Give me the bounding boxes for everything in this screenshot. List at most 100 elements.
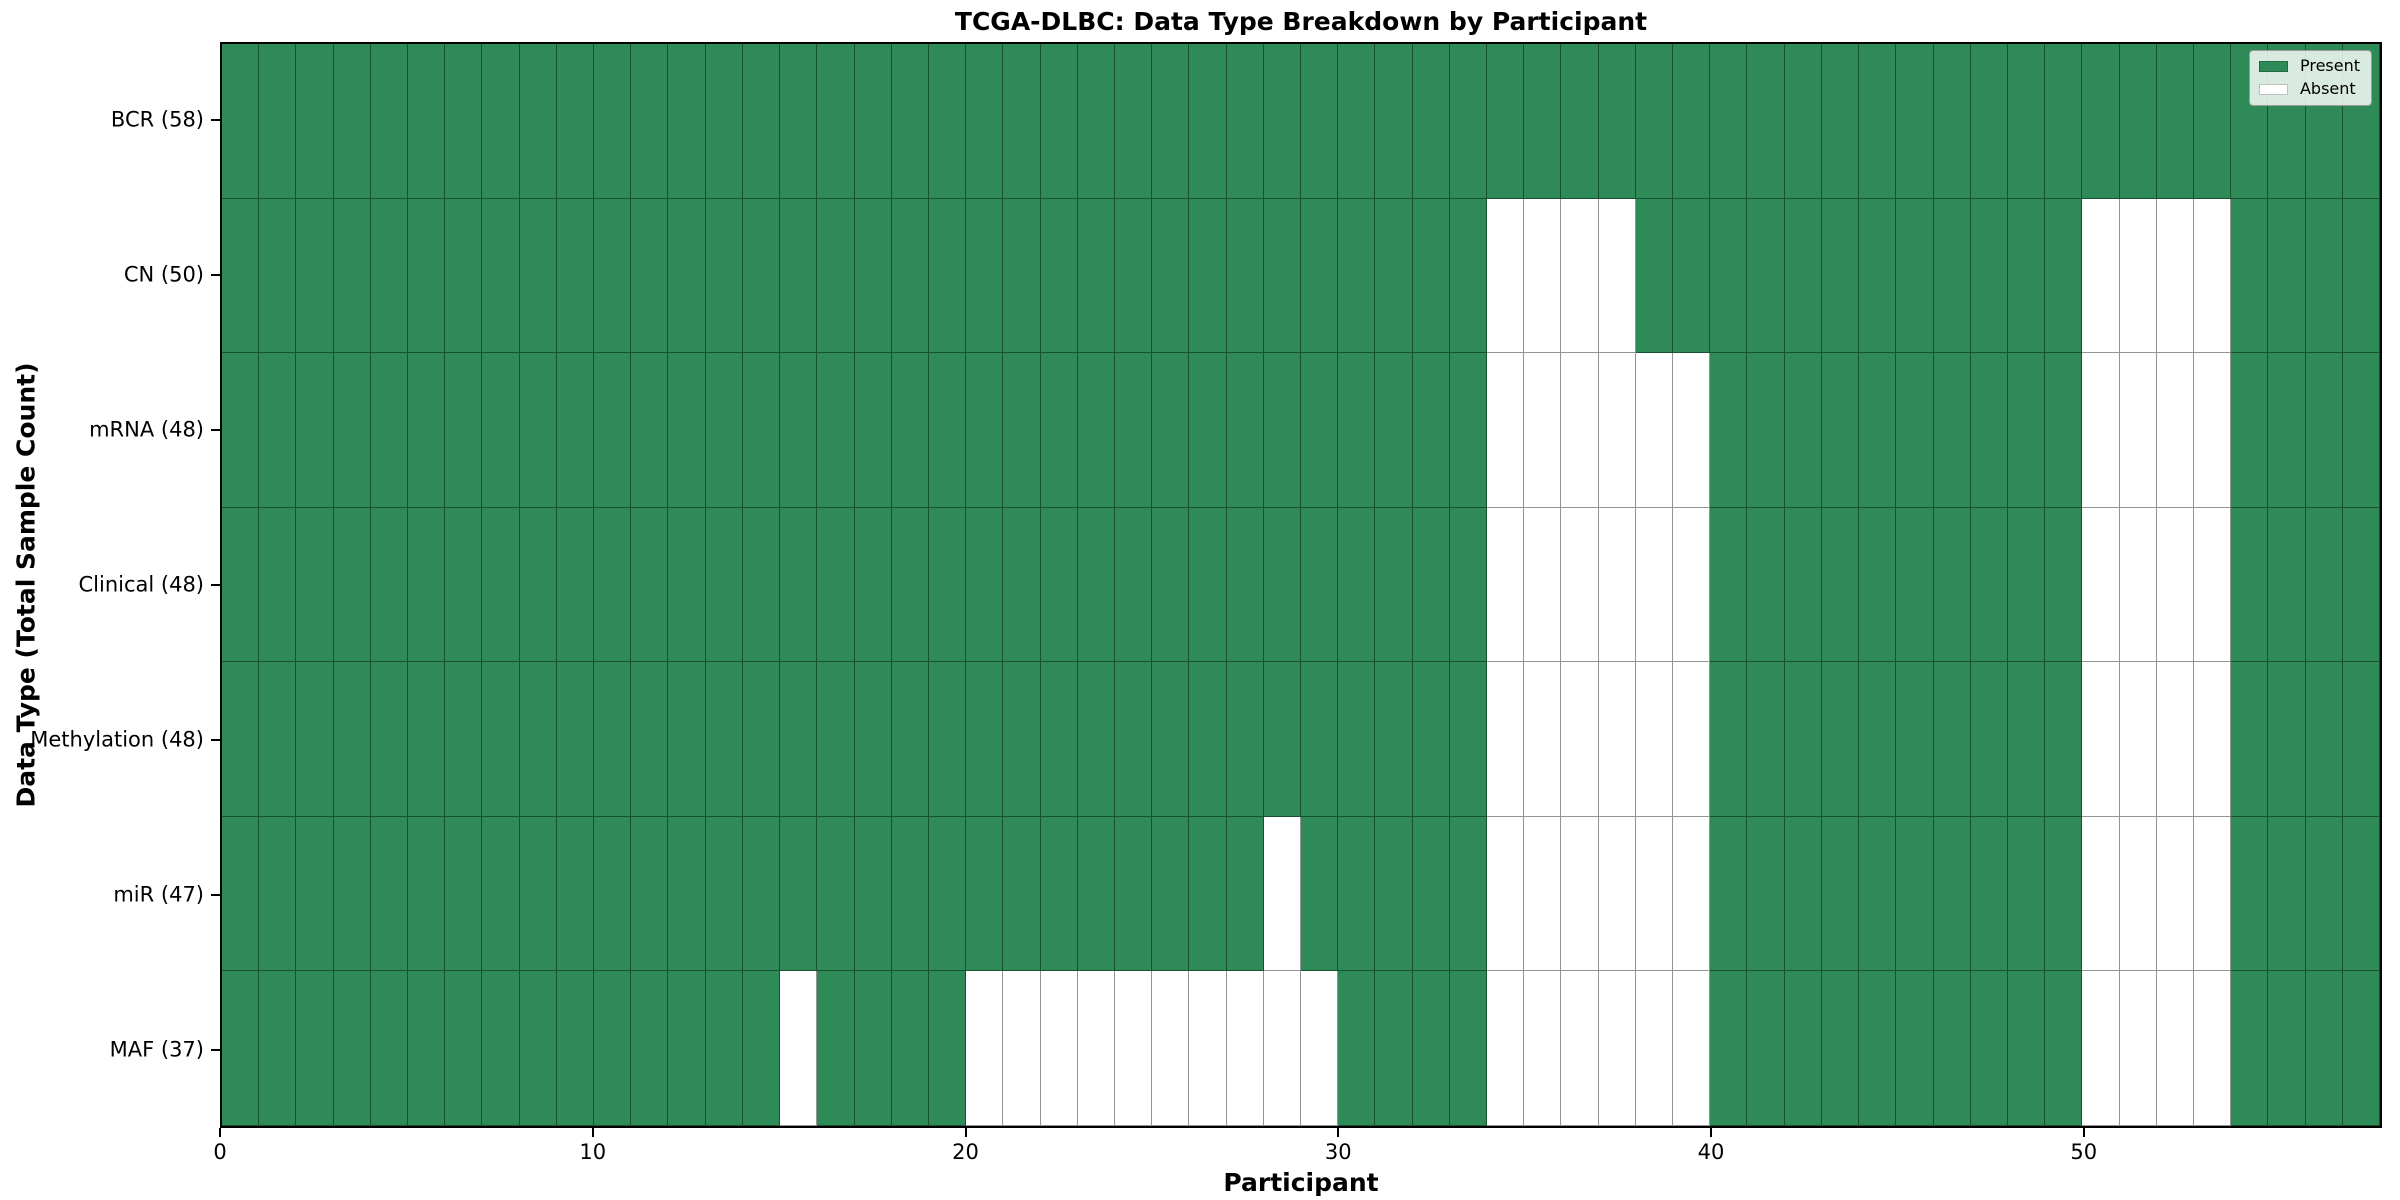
heatmap-cell (668, 198, 706, 354)
heatmap-cell (1152, 353, 1190, 508)
heatmap-cell (519, 816, 557, 972)
heatmap-cell (1561, 507, 1599, 663)
heatmap-cell (1189, 662, 1227, 817)
heatmap-cell (2268, 507, 2306, 663)
legend-item-present: Present (2258, 58, 2360, 74)
heatmap-cell (445, 971, 483, 1126)
heatmap-cell (631, 662, 669, 817)
heatmap-cell (780, 662, 818, 817)
heatmap-cell (1524, 44, 1562, 199)
heatmap-cell (817, 198, 855, 354)
heatmap-cell (1784, 353, 1822, 508)
heatmap-cell (780, 816, 818, 972)
heatmap-cell (1189, 971, 1227, 1126)
heatmap-cell (1784, 971, 1822, 1126)
x-axis-label: Participant (1223, 1168, 1379, 1197)
heatmap-cell (2305, 198, 2343, 354)
heatmap-cell (2268, 662, 2306, 817)
heatmap-cell (408, 198, 446, 354)
heatmap-cell (1598, 662, 1636, 817)
heatmap-cell (1189, 44, 1227, 199)
heatmap-cell (1301, 662, 1339, 817)
heatmap-cell (1635, 198, 1674, 354)
heatmap-cell (966, 662, 1004, 817)
heatmap-cell (1301, 971, 1339, 1126)
heatmap-cell (1821, 44, 1860, 199)
heatmap-cell (2231, 507, 2269, 663)
heatmap-cell (2231, 971, 2269, 1126)
heatmap-cell (1970, 353, 2008, 508)
heatmap-cell (1821, 816, 1860, 972)
heatmap-cell (519, 971, 557, 1126)
heatmap-cell (1561, 198, 1599, 354)
heatmap-cell (1859, 816, 1897, 972)
heatmap-cell (2193, 198, 2232, 354)
heatmap-cell (1003, 44, 1041, 199)
heatmap-cell (891, 507, 929, 663)
heatmap-cell (2193, 662, 2232, 817)
heatmap-cell (668, 662, 706, 817)
heatmap-cell (2045, 971, 2083, 1126)
heatmap-cell (631, 198, 669, 354)
heatmap-cell (259, 198, 297, 354)
heatmap-cell (296, 198, 334, 354)
heatmap-cell (2007, 971, 2046, 1126)
heatmap-cell (631, 353, 669, 508)
heatmap-cell (1114, 44, 1153, 199)
heatmap-cell (2156, 662, 2194, 817)
heatmap-cell (556, 507, 595, 663)
heatmap-cell (370, 816, 409, 972)
heatmap-cell (1226, 507, 1264, 663)
heatmap-cell (2268, 971, 2306, 1126)
heatmap-cell (222, 662, 260, 817)
heatmap-cell (1301, 816, 1339, 972)
heatmap-cell (668, 507, 706, 663)
heatmap-cell (2305, 816, 2343, 972)
heatmap-cell (1301, 353, 1339, 508)
x-tick-mark (964, 1128, 967, 1137)
heatmap-cell (1524, 507, 1562, 663)
heatmap-cell (742, 971, 781, 1126)
heatmap-cell (928, 198, 967, 354)
heatmap-cell (1710, 507, 1748, 663)
heatmap-cell (1598, 971, 1636, 1126)
heatmap-cell (1784, 816, 1822, 972)
heatmap-cell (1710, 353, 1748, 508)
heatmap-cell (556, 353, 595, 508)
heatmap-cell (1933, 198, 1971, 354)
legend-present-swatch (2258, 60, 2288, 72)
heatmap-cell (1449, 507, 1488, 663)
heatmap-cell (1152, 198, 1190, 354)
heatmap-cell (1747, 353, 1785, 508)
heatmap-cell (2045, 662, 2083, 817)
heatmap-cell (2082, 198, 2120, 354)
heatmap-cell (1487, 353, 1525, 508)
heatmap-cell (780, 44, 818, 199)
heatmap-cell (370, 198, 409, 354)
heatmap-cell (1189, 507, 1227, 663)
x-tick-label: 40 (1697, 1140, 1725, 1164)
heatmap-cell (1226, 816, 1264, 972)
heatmap-cell (296, 507, 334, 663)
heatmap-cell (1970, 44, 2008, 199)
heatmap-cell (1598, 816, 1636, 972)
heatmap-cell (928, 44, 967, 199)
heatmap-cell (222, 971, 260, 1126)
heatmap-cell (1710, 662, 1748, 817)
heatmap-cell (2193, 353, 2232, 508)
heatmap-cell (928, 816, 967, 972)
heatmap-cell (556, 44, 595, 199)
heatmap-cell (222, 198, 260, 354)
heatmap-cell (222, 353, 260, 508)
heatmap-cell (1449, 353, 1488, 508)
heatmap-cell (1933, 662, 1971, 817)
heatmap-cell (333, 507, 371, 663)
heatmap-cell (2305, 353, 2343, 508)
heatmap-cell (296, 816, 334, 972)
heatmap-cell (2342, 971, 2380, 1126)
heatmap-cell (445, 44, 483, 199)
heatmap-cell (2007, 507, 2046, 663)
heatmap-cell (333, 198, 371, 354)
heatmap-cell (1114, 971, 1153, 1126)
